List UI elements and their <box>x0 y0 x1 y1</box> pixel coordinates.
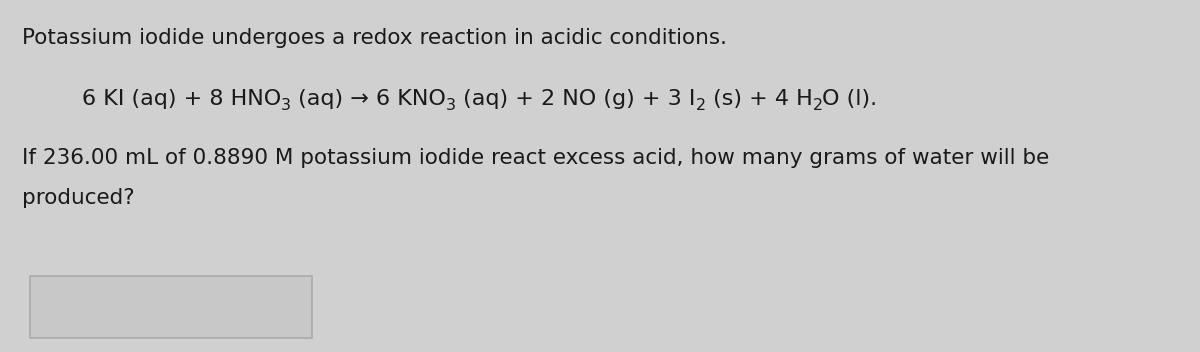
Text: 3: 3 <box>446 98 456 113</box>
Text: O (l).: O (l). <box>822 89 877 109</box>
Text: Potassium iodide undergoes a redox reaction in acidic conditions.: Potassium iodide undergoes a redox react… <box>22 28 727 48</box>
Text: produced?: produced? <box>22 188 134 208</box>
Text: (aq) + 2 NO (g) + 3 I: (aq) + 2 NO (g) + 3 I <box>456 89 696 109</box>
Text: 6 KI (aq) + 8 HNO: 6 KI (aq) + 8 HNO <box>82 89 281 109</box>
Text: (aq) → 6 KNO: (aq) → 6 KNO <box>292 89 446 109</box>
Text: 2: 2 <box>696 98 706 113</box>
Text: If 236.00 mL of 0.8890 M potassium iodide react excess acid, how many grams of w: If 236.00 mL of 0.8890 M potassium iodid… <box>22 148 1049 168</box>
Text: 3: 3 <box>281 98 292 113</box>
Text: 2: 2 <box>812 98 822 113</box>
Text: (s) + 4 H: (s) + 4 H <box>706 89 812 109</box>
Bar <box>30 276 312 338</box>
